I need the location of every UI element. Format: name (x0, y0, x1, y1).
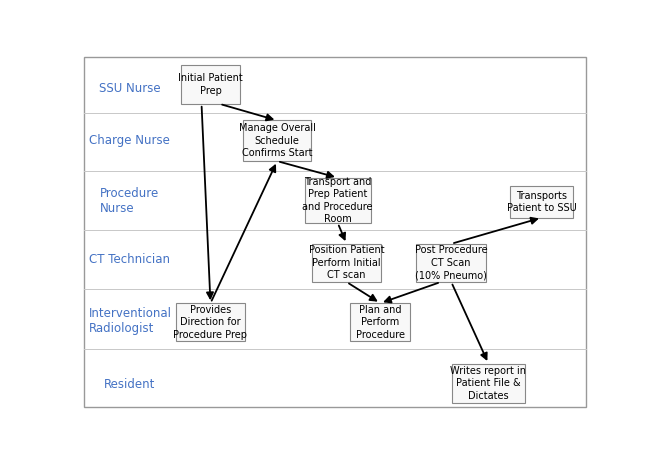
Text: CT Technician: CT Technician (90, 253, 171, 266)
Text: Post Procedure
CT Scan
(10% Pneumo): Post Procedure CT Scan (10% Pneumo) (415, 246, 487, 280)
Bar (351, 303, 410, 341)
Text: Provides
Direction for
Procedure Prep: Provides Direction for Procedure Prep (173, 305, 247, 340)
Text: Charge Nurse: Charge Nurse (90, 134, 170, 147)
Text: Resident: Resident (104, 378, 156, 391)
Text: Transport and
Prep Patient
and Procedure
Room: Transport and Prep Patient and Procedure… (302, 177, 373, 224)
Text: Initial Patient
Prep: Initial Patient Prep (178, 73, 243, 95)
Bar (417, 244, 486, 282)
Bar (243, 120, 311, 161)
Bar (313, 244, 381, 282)
Bar (305, 178, 371, 223)
Text: Plan and
Perform
Procedure: Plan and Perform Procedure (356, 305, 405, 340)
Text: Transports
Patient to SSU: Transports Patient to SSU (507, 190, 577, 213)
Text: Manage Overall
Schedule
Confirms Start: Manage Overall Schedule Confirms Start (239, 123, 316, 158)
Bar (510, 186, 574, 218)
Text: Position Patient
Perform Initial
CT scan: Position Patient Perform Initial CT scan (309, 246, 385, 280)
Bar (181, 65, 241, 104)
Bar (452, 364, 525, 403)
Bar (175, 303, 245, 341)
Text: Writes report in
Patient File &
Dictates: Writes report in Patient File & Dictates (451, 366, 526, 401)
Text: Interventional
Radiologist: Interventional Radiologist (88, 307, 171, 335)
Text: SSU Nurse: SSU Nurse (99, 82, 161, 95)
Text: Procedure
Nurse: Procedure Nurse (100, 187, 160, 215)
